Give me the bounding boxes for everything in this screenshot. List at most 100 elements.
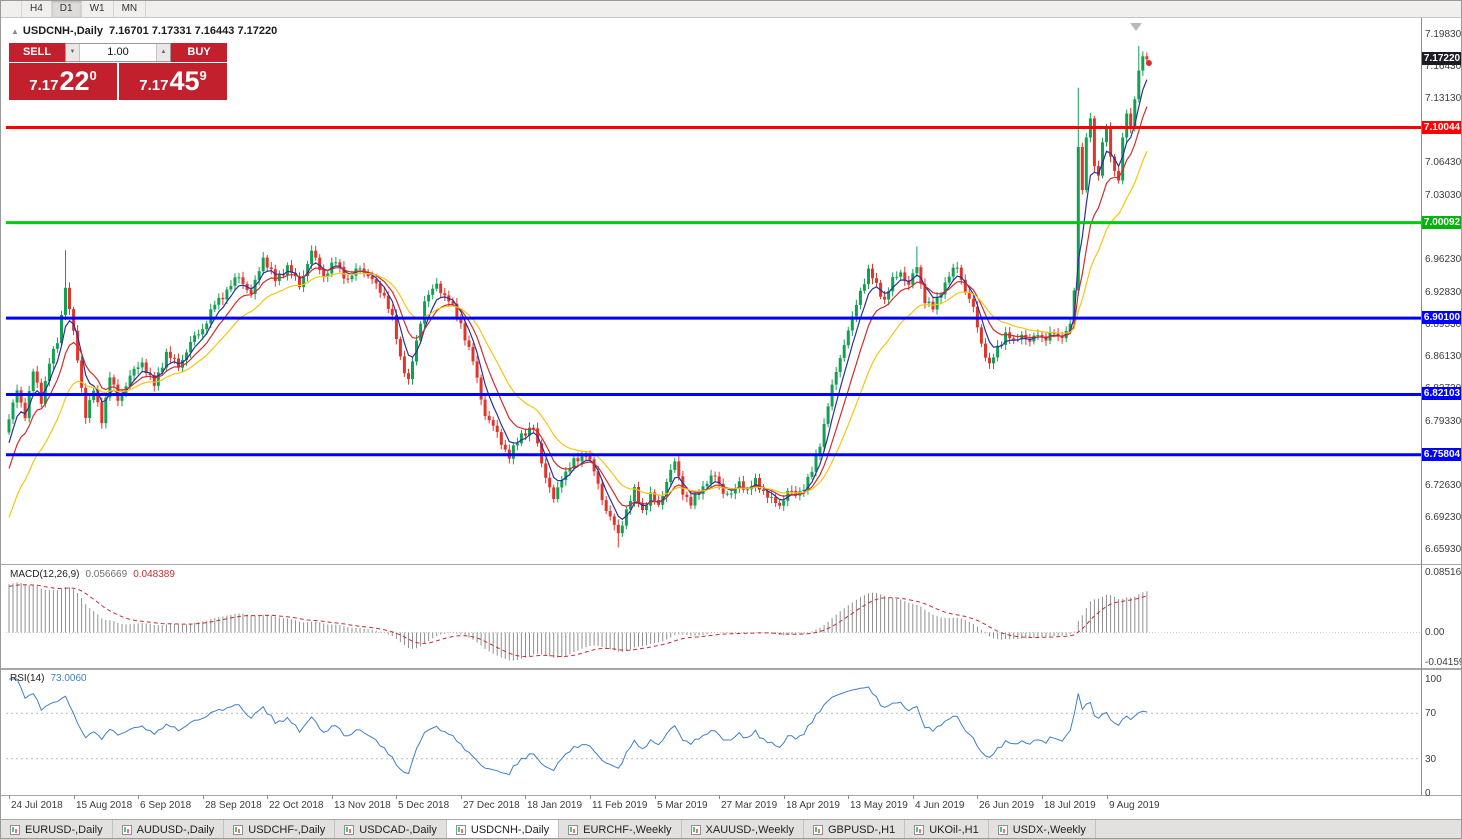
price-axis-label: 6.72630 <box>1425 479 1462 491</box>
buy-price-point: 9 <box>199 68 207 83</box>
date-label: 27 Dec 2018 <box>463 800 520 811</box>
chart-tab-label: GBPUSD-,H1 <box>827 824 896 836</box>
date-label: 24 Jul 2018 <box>11 800 63 811</box>
date-tick <box>138 795 139 799</box>
price-axis-label: 7.13130 <box>1425 93 1462 105</box>
price-axis-label: 6.92830 <box>1425 286 1462 298</box>
date-tick <box>1042 795 1043 799</box>
one-click-trading-widget: SELL ▼ 1.00 ▲ BUY 7.17 22 0 7.17 45 9 <box>9 43 227 100</box>
rsi-line <box>9 678 1147 776</box>
price-tag-7.17220: 7.17220 <box>1422 51 1461 65</box>
price-axis-label: 7.19830 <box>1425 29 1462 40</box>
rsi-axis-label: 30 <box>1425 753 1437 765</box>
buy-button[interactable]: BUY <box>171 43 227 62</box>
tab-chart-icon <box>10 825 20 835</box>
price-axis-label: 7.06430 <box>1425 157 1462 169</box>
tab-chart-icon <box>344 825 355 835</box>
tab-chart-icon <box>233 825 244 835</box>
date-label: 6 Sep 2018 <box>140 800 192 811</box>
tab-chart-icon <box>455 825 466 835</box>
symbol-title: USDCNH-,Daily <box>22 25 103 37</box>
moving-average-10 <box>8 106 1148 507</box>
chart-tab-eurusd-daily[interactable]: EURUSD-,Daily <box>1 820 113 838</box>
date-tick <box>913 795 914 799</box>
rsi-name: RSI(14) <box>10 673 45 684</box>
chart-tab-label: USDCNH-,Daily <box>470 824 550 836</box>
date-label: 26 Jun 2019 <box>979 800 1035 811</box>
chart-tab-label: AUDUSD-,Daily <box>136 824 215 836</box>
price-axis-label: 6.86130 <box>1425 350 1462 362</box>
date-label: 22 Oct 2018 <box>269 800 324 811</box>
rsi-value: 73.0060 <box>50 673 87 684</box>
timeframe-button-w1[interactable]: W1 <box>82 1 114 17</box>
macd-axis-label: -0.041597 <box>1425 657 1461 668</box>
date-label: 5 Mar 2019 <box>657 800 708 811</box>
chart-tab-audusd-daily[interactable]: AUDUSD-,Daily <box>113 820 225 838</box>
volume-input[interactable]: 1.00 <box>107 46 129 58</box>
volume-increase-button[interactable]: ▲ <box>156 44 170 61</box>
sell-price-display[interactable]: 7.17 22 0 <box>9 63 117 100</box>
rsi-axis-label: 0 <box>1425 788 1431 799</box>
chart-tab-label: USDCAD-,Daily <box>359 824 437 836</box>
timeframe-button-d1[interactable]: D1 <box>51 1 82 17</box>
date-tick <box>203 795 204 799</box>
macd-signal-value: 0.048389 <box>133 569 175 580</box>
chart-tab-label: USDX-,Weekly <box>1012 824 1086 836</box>
tab-chart-icon <box>121 825 132 835</box>
date-tick <box>655 795 656 799</box>
price-tag-6.90100: 6.90100 <box>1422 311 1461 325</box>
last-price-marker <box>1145 60 1152 66</box>
chart-symbol-label: ▲ USDCNH-,Daily 7.16701 7.17331 7.16443 7.… <box>11 25 277 37</box>
price-axis-label: 6.96230 <box>1425 254 1462 266</box>
chart-tab-usdcad-daily[interactable]: USDCAD-,Daily <box>335 820 447 838</box>
collapse-panel-icon[interactable]: ▲ <box>11 27 19 36</box>
date-label: 11 Feb 2019 <box>592 800 648 811</box>
macd-axis-label: 0.085164 <box>1425 567 1462 578</box>
chart-tab-usdchf-daily[interactable]: USDCHF-,Daily <box>224 820 336 838</box>
chart-tab-eurchf-weekly[interactable]: EURCHF-,Weekly <box>559 820 682 838</box>
rsi-panel[interactable] <box>6 670 1421 795</box>
volume-decrease-button[interactable]: ▼ <box>66 44 80 61</box>
date-tick <box>848 795 849 799</box>
chart-tab-usdcnh-daily[interactable]: USDCNH-,Daily <box>446 820 560 838</box>
macd-main-value: 0.056669 <box>85 569 128 580</box>
panel-splitter-macd[interactable] <box>1 564 1461 565</box>
buy-price-display[interactable]: 7.17 45 9 <box>119 63 227 100</box>
date-tick <box>525 795 526 799</box>
date-tick <box>74 795 75 799</box>
rsi-axis-label: 70 <box>1425 708 1437 720</box>
chart-tab-ukoil-h1[interactable]: UKOil-,H1 <box>905 820 989 838</box>
sell-button[interactable]: SELL <box>9 43 65 62</box>
panel-splitter-rsi[interactable] <box>1 668 1461 670</box>
macd-panel[interactable] <box>6 565 1421 668</box>
sell-price-main: 7.17 <box>29 77 59 94</box>
chart-tab-bar: EURUSD-,Daily AUDUSD-,Daily USDCHF-,Daily U… <box>1 819 1461 838</box>
timeframe-button-mn[interactable]: MN <box>114 1 147 17</box>
rsi-axis-label: 100 <box>1425 674 1442 685</box>
date-label: 27 Mar 2019 <box>721 800 778 811</box>
moving-average-20 <box>8 150 1148 518</box>
date-tick <box>396 795 397 799</box>
price-axis-border <box>1421 18 1422 795</box>
chart-tab-gbpusd-h1[interactable]: GBPUSD-,H1 <box>804 820 906 838</box>
date-label: 18 Jul 2019 <box>1044 800 1096 811</box>
macd-signal-line <box>8 584 1148 658</box>
macd-name: MACD(12,26,9) <box>10 569 80 580</box>
price-tag-7.10044: 7.10044 <box>1422 120 1461 134</box>
chart-shift-marker-icon[interactable] <box>1130 23 1142 31</box>
tab-chart-icon <box>997 825 1008 835</box>
chart-tab-label: XAUUSD-,Weekly <box>705 824 794 836</box>
timeframe-button-h4[interactable]: H4 <box>21 1 52 17</box>
date-tick <box>1107 795 1108 799</box>
chart-tab-xauusd-weekly[interactable]: XAUUSD-,Weekly <box>682 820 804 838</box>
price-axis-label: 6.69230 <box>1425 512 1462 524</box>
macd-histogram <box>8 582 1148 661</box>
date-label: 28 Sep 2018 <box>205 800 262 811</box>
date-label: 13 Nov 2018 <box>334 800 391 811</box>
date-tick <box>590 795 591 799</box>
chart-tab-label: EURCHF-,Weekly <box>583 824 672 836</box>
chart-tab-usdx-weekly[interactable]: USDX-,Weekly <box>989 820 1096 838</box>
candlestick-chart[interactable] <box>6 19 1421 564</box>
rsi-indicator-label: RSI(14) 73.0060 <box>10 673 87 684</box>
